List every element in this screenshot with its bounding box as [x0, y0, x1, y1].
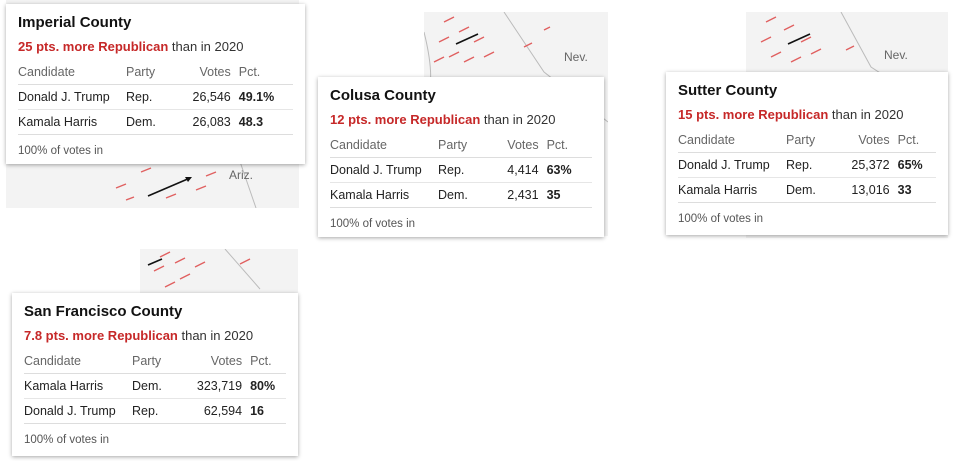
candidate-party: Rep.	[438, 157, 488, 183]
candidate-pct: 80%	[242, 373, 286, 399]
votes-reported: 100% of votes in	[678, 213, 764, 225]
candidate-votes: 26,546	[176, 84, 231, 110]
shift-value: 15 pts. more Republican	[678, 107, 829, 122]
header-candidate: Candidate	[678, 130, 786, 153]
shift-value: 7.8 pts. more Republican	[24, 328, 178, 343]
county-card-sutter: Sutter County 15 pts. more Republican th…	[666, 72, 948, 235]
candidate-name: Kamala Harris	[330, 182, 438, 208]
candidate-votes: 62,594	[182, 398, 243, 424]
state-label-nev-1: Nev.	[564, 50, 588, 64]
shift-value: 25 pts. more Republican	[18, 39, 169, 54]
header-votes: Votes	[176, 62, 231, 85]
candidate-party: Dem.	[786, 177, 836, 203]
shift-suffix: than in 2020	[480, 112, 556, 127]
shift-suffix: than in 2020	[177, 328, 254, 343]
candidate-pct: 35	[538, 182, 592, 208]
header-pct: Pct.	[538, 135, 592, 158]
county-title: Sutter County	[678, 82, 778, 99]
votes-reported: 100% of votes in	[18, 145, 104, 157]
table-row: Donald J. Trump Rep. 25,372 65%	[678, 152, 936, 178]
shift-text: 25 pts. more Republican than in 2020	[18, 39, 293, 54]
table-row: Donald J. Trump Rep. 26,546 49.1%	[18, 84, 293, 110]
header-pct: Pct.	[889, 130, 936, 153]
candidate-pct: 49.1%	[230, 84, 293, 110]
candidate-votes: 323,719	[182, 373, 243, 399]
table-row: Kamala Harris Dem. 13,016 33	[678, 177, 936, 203]
results-table: Candidate Party Votes Pct. Donald J. Tru…	[678, 130, 936, 203]
county-card-imperial: Imperial County 25 pts. more Republican …	[6, 4, 305, 164]
shift-text: 12 pts. more Republican than in 2020	[330, 112, 592, 127]
header-party: Party	[126, 62, 176, 85]
map-arrows-colusa	[424, 12, 608, 123]
header-party: Party	[132, 351, 182, 374]
candidate-pct: 33	[889, 177, 936, 203]
table-row: Kamala Harris Dem. 323,719 80%	[24, 373, 286, 399]
table-header-row: Candidate Party Votes Pct.	[18, 62, 293, 85]
shift-text: 7.8 pts. more Republican than in 2020	[24, 328, 286, 343]
candidate-name: Kamala Harris	[18, 109, 126, 135]
votes-reported: 100% of votes in	[24, 434, 110, 446]
candidate-name: Donald J. Trump	[330, 157, 438, 183]
county-card-sanfrancisco: San Francisco County 7.8 pts. more Repub…	[12, 293, 298, 456]
header-pct: Pct.	[242, 351, 286, 374]
county-title: San Francisco County	[24, 303, 183, 320]
county-title: Colusa County	[330, 87, 436, 104]
table-row: Donald J. Trump Rep. 4,414 63%	[330, 157, 592, 183]
table-header-row: Candidate Party Votes Pct.	[330, 135, 592, 158]
header-candidate: Candidate	[24, 351, 132, 374]
shift-suffix: than in 2020	[168, 39, 244, 54]
state-label-ariz: Ariz.	[229, 168, 253, 182]
results-table: Candidate Party Votes Pct. Donald J. Tru…	[18, 62, 293, 135]
candidate-pct: 16	[242, 398, 286, 424]
candidate-votes: 2,431	[488, 182, 539, 208]
table-row: Kamala Harris Dem. 26,083 48.3	[18, 109, 293, 135]
candidate-name: Donald J. Trump	[18, 84, 126, 110]
candidate-pct: 48.3	[230, 109, 293, 135]
county-card-colusa: Colusa County 12 pts. more Republican th…	[318, 77, 604, 237]
header-candidate: Candidate	[18, 62, 126, 85]
candidate-party: Rep.	[786, 152, 836, 178]
table-header-row: Candidate Party Votes Pct.	[24, 351, 286, 374]
candidate-party: Dem.	[132, 373, 182, 399]
header-votes: Votes	[488, 135, 539, 158]
candidate-pct: 63%	[538, 157, 592, 183]
candidate-votes: 26,083	[176, 109, 231, 135]
votes-reported: 100% of votes in	[330, 218, 416, 230]
header-party: Party	[786, 130, 836, 153]
header-party: Party	[438, 135, 488, 158]
shift-value: 12 pts. more Republican	[330, 112, 481, 127]
candidate-votes: 13,016	[836, 177, 890, 203]
shift-suffix: than in 2020	[828, 107, 904, 122]
candidate-name: Kamala Harris	[24, 373, 132, 399]
candidate-name: Donald J. Trump	[678, 152, 786, 178]
results-table: Candidate Party Votes Pct. Kamala Harris…	[24, 351, 286, 424]
candidate-party: Rep.	[132, 398, 182, 424]
map-arrows-sanfrancisco	[147, 249, 261, 290]
candidate-party: Dem.	[126, 109, 176, 135]
header-votes: Votes	[182, 351, 243, 374]
table-header-row: Candidate Party Votes Pct.	[678, 130, 936, 153]
candidate-votes: 4,414	[488, 157, 539, 183]
candidate-pct: 65%	[889, 152, 936, 178]
table-row: Kamala Harris Dem. 2,431 35	[330, 182, 592, 208]
shift-text: 15 pts. more Republican than in 2020	[678, 107, 936, 122]
candidate-party: Rep.	[126, 84, 176, 110]
county-title: Imperial County	[18, 14, 132, 31]
state-label-nev-2: Nev.	[884, 48, 908, 62]
header-pct: Pct.	[230, 62, 293, 85]
results-table: Candidate Party Votes Pct. Donald J. Tru…	[330, 135, 592, 208]
header-candidate: Candidate	[330, 135, 438, 158]
candidate-name: Kamala Harris	[678, 177, 786, 203]
candidate-votes: 25,372	[836, 152, 890, 178]
map-panel-sanfrancisco	[140, 249, 298, 299]
table-row: Donald J. Trump Rep. 62,594 16	[24, 398, 286, 424]
header-votes: Votes	[836, 130, 890, 153]
candidate-party: Dem.	[438, 182, 488, 208]
candidate-name: Donald J. Trump	[24, 398, 132, 424]
